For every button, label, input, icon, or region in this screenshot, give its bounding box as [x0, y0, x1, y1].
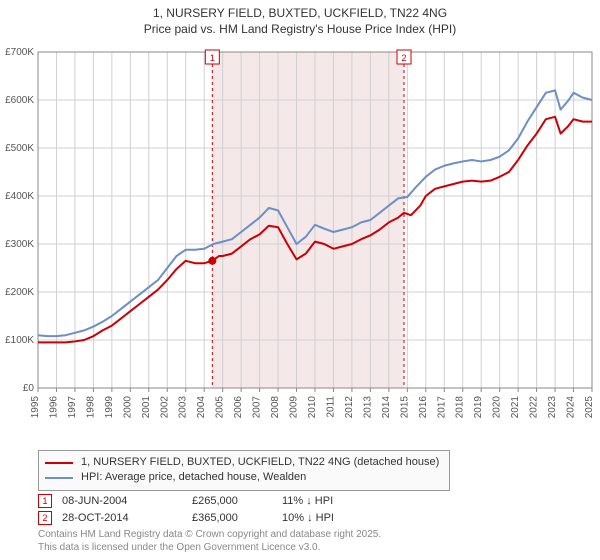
svg-text:2008: 2008	[270, 396, 281, 419]
svg-text:2018: 2018	[455, 396, 466, 419]
svg-text:1: 1	[210, 53, 215, 63]
event-delta: 10% ↓ HPI	[282, 512, 412, 524]
svg-text:2014: 2014	[381, 396, 392, 419]
svg-text:1999: 1999	[104, 396, 115, 419]
svg-text:£500K: £500K	[5, 143, 34, 154]
legend-row: 1, NURSERY FIELD, BUXTED, UCKFIELD, TN22…	[45, 455, 439, 470]
legend-label: 1, NURSERY FIELD, BUXTED, UCKFIELD, TN22…	[81, 455, 439, 470]
event-date: 28-OCT-2014	[62, 512, 192, 524]
svg-text:2004: 2004	[196, 396, 207, 419]
event-price: £265,000	[192, 495, 282, 507]
svg-text:2020: 2020	[492, 396, 503, 419]
title-line1: 1, NURSERY FIELD, BUXTED, UCKFIELD, TN22…	[0, 6, 600, 22]
event-delta: 11% ↓ HPI	[282, 495, 412, 507]
svg-text:2003: 2003	[178, 396, 189, 419]
svg-text:2015: 2015	[399, 396, 410, 419]
svg-text:£0: £0	[23, 383, 35, 394]
svg-text:2023: 2023	[547, 396, 558, 419]
license-text: Contains HM Land Registry data © Crown c…	[38, 529, 381, 554]
event-marker-icon: 2	[38, 511, 52, 525]
svg-text:2012: 2012	[344, 396, 355, 419]
svg-text:£300K: £300K	[5, 239, 34, 250]
svg-text:2024: 2024	[566, 396, 577, 419]
title-line2: Price paid vs. HM Land Registry's House …	[0, 22, 600, 38]
svg-text:2006: 2006	[233, 396, 244, 419]
svg-text:2022: 2022	[529, 396, 540, 419]
events-table: 1 08-JUN-2004 £265,000 11% ↓ HPI 2 28-OC…	[38, 494, 412, 528]
svg-text:2009: 2009	[289, 396, 300, 419]
svg-text:1997: 1997	[67, 396, 78, 419]
legend-swatch	[45, 477, 73, 479]
svg-text:2005: 2005	[215, 396, 226, 419]
svg-text:2013: 2013	[362, 396, 373, 419]
svg-text:2000: 2000	[122, 396, 133, 419]
svg-text:1995: 1995	[30, 396, 41, 419]
event-price: £365,000	[192, 512, 282, 524]
event-date: 08-JUN-2004	[62, 495, 192, 507]
legend-row: HPI: Average price, detached house, Weal…	[45, 470, 439, 485]
legend-swatch	[45, 462, 73, 464]
svg-text:2001: 2001	[141, 396, 152, 419]
svg-text:1998: 1998	[85, 396, 96, 419]
event-row: 1 08-JUN-2004 £265,000 11% ↓ HPI	[38, 494, 412, 508]
legend: 1, NURSERY FIELD, BUXTED, UCKFIELD, TN22…	[38, 450, 450, 491]
line-chart: £0 £100K £200K £300K £400K £500K £600K £700K 199…	[0, 44, 596, 444]
svg-text:£600K: £600K	[5, 95, 34, 106]
legend-label: HPI: Average price, detached house, Weal…	[81, 470, 306, 485]
svg-text:2019: 2019	[473, 396, 484, 419]
svg-text:£200K: £200K	[5, 287, 34, 298]
svg-text:2: 2	[402, 53, 407, 63]
chart-title: 1, NURSERY FIELD, BUXTED, UCKFIELD, TN22…	[0, 0, 600, 37]
event-marker-icon: 1	[38, 494, 52, 508]
svg-text:2011: 2011	[325, 396, 336, 418]
svg-text:2017: 2017	[436, 396, 447, 419]
svg-text:£100K: £100K	[5, 335, 34, 346]
chart-area: £0 £100K £200K £300K £400K £500K £600K £700K 199…	[0, 44, 596, 447]
svg-text:2007: 2007	[252, 396, 263, 419]
svg-text:2016: 2016	[418, 396, 429, 419]
svg-text:1996: 1996	[48, 396, 59, 419]
license-line2: This data is licensed under the Open Gov…	[38, 542, 381, 555]
svg-text:2010: 2010	[307, 396, 318, 419]
event-row: 2 28-OCT-2014 £365,000 10% ↓ HPI	[38, 511, 412, 525]
license-line1: Contains HM Land Registry data © Crown c…	[38, 529, 381, 542]
svg-text:2002: 2002	[159, 396, 170, 419]
svg-text:2021: 2021	[510, 396, 521, 419]
svg-text:2025: 2025	[584, 396, 595, 419]
svg-text:£400K: £400K	[5, 191, 34, 202]
svg-text:£700K: £700K	[5, 47, 34, 58]
